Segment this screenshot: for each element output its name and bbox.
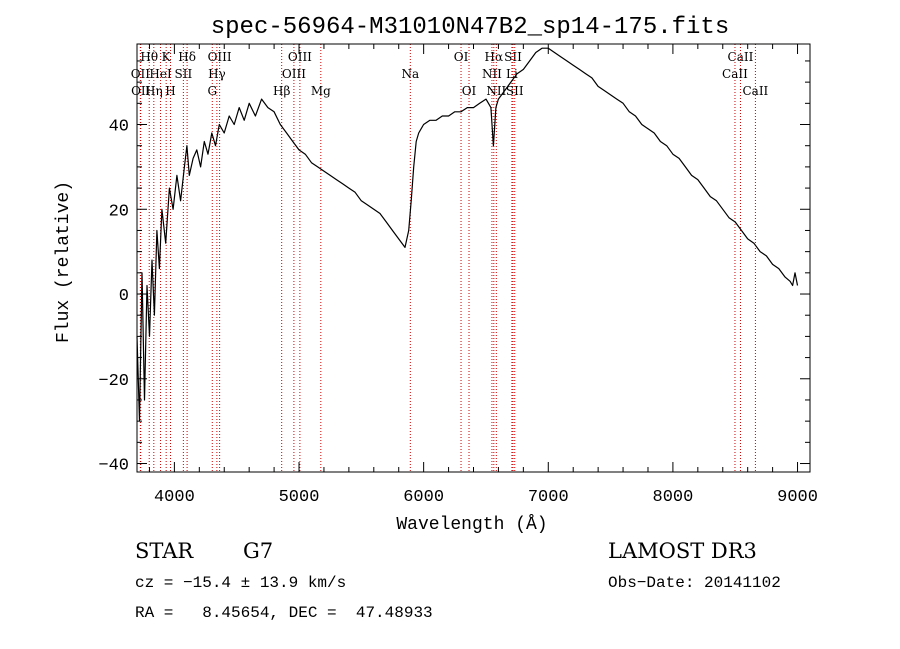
marker-label: Hδ (178, 50, 196, 64)
coordinates: RA = 8.45654, DEC = 47.48933 (135, 604, 433, 622)
obs-date: Obs−Date: 20141102 (608, 574, 781, 592)
x-tick-label: 6000 (403, 488, 444, 507)
marker-label: K (162, 50, 172, 64)
marker-label: CaII (728, 50, 754, 64)
marker-label: Hγ (208, 67, 226, 81)
y-axis-label: Flux (relative) (54, 181, 74, 343)
marker-label: CaII (722, 67, 748, 81)
y-tick-label: 0 (119, 287, 129, 306)
x-tick-label: 4000 (154, 488, 195, 507)
object-subclass: G7 (243, 539, 274, 563)
marker-label: OIII (288, 50, 312, 64)
marker-label: OIII (282, 67, 306, 81)
marker-label: Hα (485, 50, 504, 64)
marker-label: SII (175, 67, 193, 81)
marker-label: Hβ (273, 84, 290, 98)
marker-label: NII (482, 67, 502, 81)
object-class: STAR (135, 539, 194, 563)
spectrum-series (136, 47, 799, 422)
marker-label: SII (506, 84, 524, 98)
y-tick-label: 20 (109, 202, 129, 221)
marker-label: H (165, 84, 175, 98)
survey-name: LAMOST DR3 (608, 539, 757, 563)
marker-label: Hθ (140, 50, 158, 64)
marker-label: Li (506, 67, 518, 81)
x-tick-label: 7000 (528, 488, 569, 507)
axes: 4000 5000 6000 7000 8000 9000 −40 −20 0 20 40 (98, 44, 818, 507)
marker-label: OIII (208, 50, 232, 64)
x-tick-label: 5000 (279, 488, 320, 507)
marker-label: OI (454, 50, 469, 64)
marker-label: OII (131, 84, 151, 98)
marker-label: SII (504, 50, 522, 64)
spectrum-line (136, 47, 799, 422)
marker-label: CaII (742, 84, 768, 98)
x-tick-label: 9000 (777, 488, 818, 507)
marker-label: NII (486, 84, 506, 98)
marker-label: G (207, 84, 217, 98)
marker-label: HeI (149, 67, 172, 81)
marker-label: OI (462, 84, 477, 98)
y-tick-label: 40 (109, 118, 129, 137)
x-axis-label: Wavelength (Å) (396, 514, 547, 535)
marker-label: Hη (145, 84, 163, 98)
chart-title: spec-56964-M31010N47B2_sp14-175.fits (211, 14, 729, 41)
x-tick-label: 8000 (653, 488, 694, 507)
marker-label: Na (401, 67, 419, 81)
redshift-text: cz = −15.4 ± 13.9 km/s (135, 574, 347, 592)
marker-label: Mg (311, 84, 331, 98)
y-tick-label: −20 (98, 372, 129, 391)
y-tick-label: −40 (98, 457, 129, 476)
